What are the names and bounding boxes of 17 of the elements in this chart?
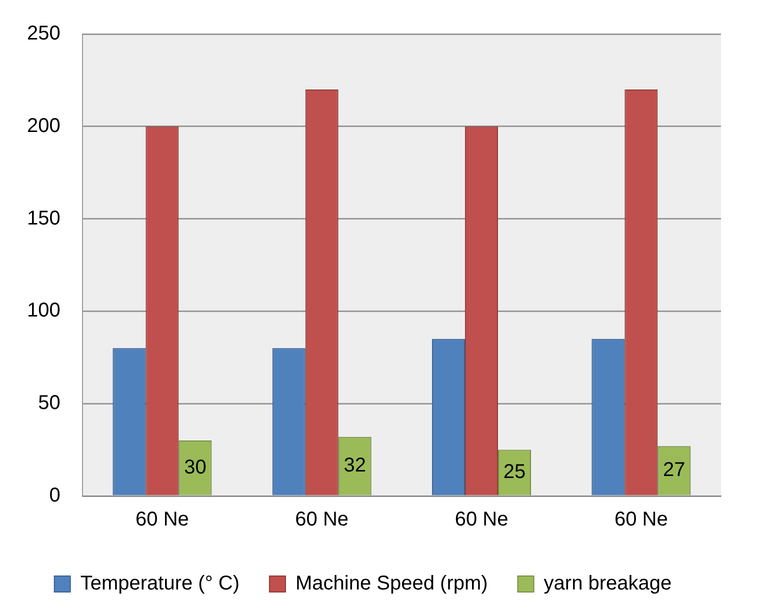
y-tick-label: 0 [49, 484, 60, 507]
data-label: 30 [184, 456, 206, 478]
y-tick-label: 50 [38, 392, 60, 414]
legend-label: Temperature (° C) [80, 572, 240, 595]
x-tick-label: 60 Ne [136, 508, 189, 531]
y-tick-label: 250 [26, 22, 60, 45]
x-tick-label: 60 Ne [295, 508, 349, 531]
data-label: 32 [344, 454, 366, 477]
x-tick-label: 60 Ne [614, 508, 668, 531]
x-tick-label: 60 Ne [454, 508, 508, 531]
y-tick-label: 100 [26, 300, 60, 322]
legend-label: Machine Speed (rpm) [295, 572, 488, 595]
legend-label: yarn breakage [544, 572, 672, 595]
data-label: 25 [503, 461, 526, 484]
data-label: 27 [663, 459, 686, 482]
y-tick-label: 200 [26, 114, 60, 137]
y-tick-label: 150 [26, 207, 60, 230]
